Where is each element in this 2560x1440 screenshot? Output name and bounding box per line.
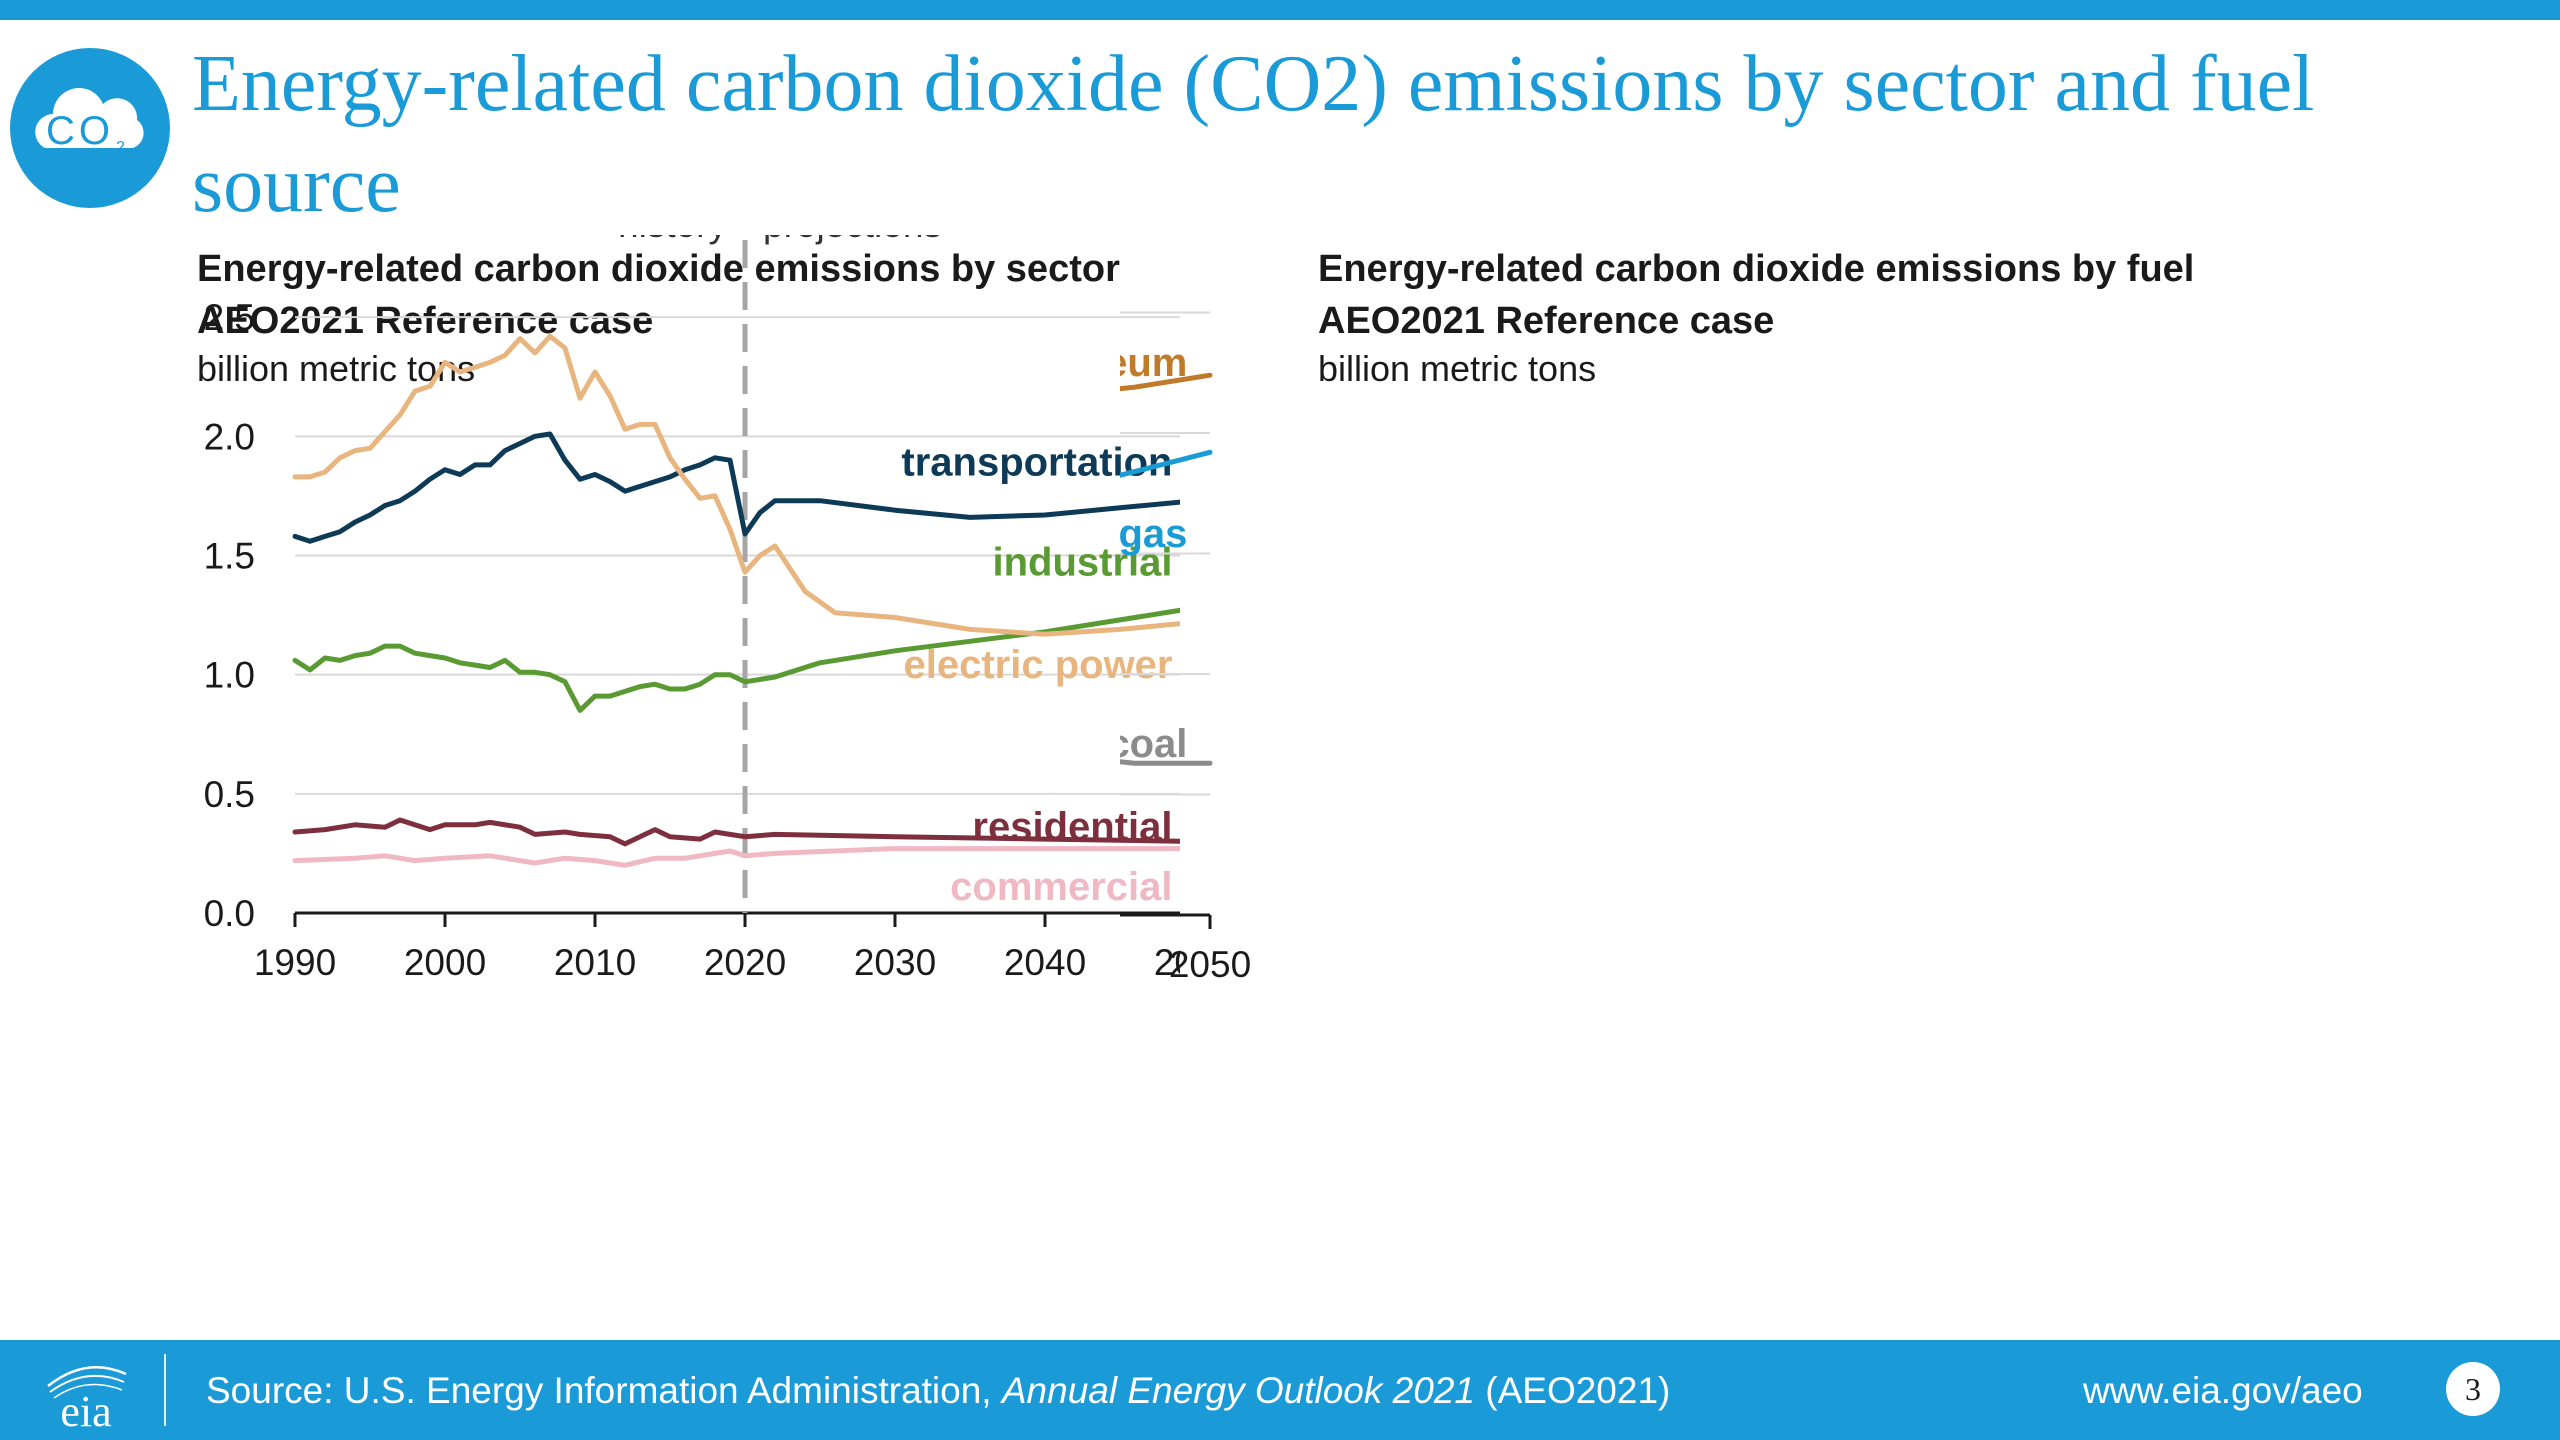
series-line-commercial [292, 846, 1180, 868]
series-label-electric-power: electric power [903, 643, 1172, 687]
series-label-industrial: industrial [992, 541, 1172, 585]
series-label-natural-gas: natural gas [1120, 512, 1187, 556]
fuel-emissions-chart: Energy-related carbon dioxide emissions … [1120, 235, 2300, 1245]
y-tick-label: 0.5 [204, 774, 255, 815]
plot-group: Energy-related carbon dioxide emissions … [197, 235, 1180, 983]
co2-logo-icon: CO 2 [10, 48, 170, 208]
eia-logo-icon: eia [47, 1366, 127, 1432]
series-line-natural-gas [1120, 449, 1213, 478]
footer-bar: eia Source: U.S. Energy Information Admi… [0, 1340, 2560, 1440]
source-prefix: Source: U.S. Energy Information Administ… [206, 1370, 1002, 1411]
page-number-badge: 3 [2446, 1362, 2500, 1416]
series-line-industrial [292, 607, 1180, 713]
fuel-chart-svg: Energy-related carbon dioxide emissions … [1120, 248, 2194, 985]
source-citation: Source: U.S. Energy Information Administ… [206, 1370, 1670, 1412]
y-tick-label: 2.5 [204, 297, 255, 338]
eia-logo-text: eia [60, 1387, 111, 1432]
x-tick-label: 2040 [1004, 942, 1086, 983]
y-tick-label: 1.5 [204, 536, 255, 577]
source-suffix: (AEO2021) [1474, 1370, 1671, 1411]
chart-subtitle: AEO2021 Reference case [1318, 300, 1774, 342]
chart-title: Energy-related carbon dioxide emissions … [197, 248, 1120, 290]
series-label-transportation: transportation [901, 441, 1172, 485]
series-line-transportation [292, 431, 1180, 544]
y-tick-label: 0.0 [204, 893, 255, 934]
logo-text: CO [46, 109, 114, 153]
x-tick-label: 2000 [404, 942, 486, 983]
logo-subscript: 2 [116, 139, 125, 156]
series-label-coal: coal [1120, 722, 1187, 766]
x-tick-label: 2050 [1154, 942, 1180, 983]
sector-emissions-chart: Energy-related carbon dioxide emissions … [0, 235, 1180, 1245]
page-title: Energy-related carbon dioxide (CO2) emis… [192, 40, 2315, 229]
y-axis-label: billion metric tons [197, 348, 475, 389]
x-tick-label: 2020 [704, 942, 786, 983]
footer-divider [164, 1354, 166, 1426]
plot-group: Energy-related carbon dioxide emissions … [1120, 248, 2194, 985]
y-tick-label: 2.0 [204, 416, 255, 457]
series-line-electric-power [292, 333, 1180, 637]
x-tick-label: 2010 [554, 942, 636, 983]
series-label-commercial: commercial [950, 865, 1172, 909]
y-axis-label: billion metric tons [1318, 348, 1596, 389]
footer-url-link[interactable]: www.eia.gov/aeo [2083, 1370, 2363, 1411]
y-tick-label: 1.0 [204, 655, 255, 696]
chart-title: Energy-related carbon dioxide emissions … [1318, 248, 2194, 290]
x-tick-label: 1990 [254, 942, 336, 983]
series-line-coal [1120, 759, 1213, 766]
series-line-residential [292, 817, 1180, 847]
source-report-title: Annual Energy Outlook 2021 [1001, 1370, 1475, 1411]
series-label-petroleum: petroleum [1120, 341, 1187, 385]
top-accent-bar [0, 0, 2560, 20]
sector-chart-svg: Energy-related carbon dioxide emissions … [197, 235, 1180, 983]
x-tick-label: 2030 [854, 942, 936, 983]
projections-label: projections [763, 235, 942, 245]
chart-subtitle: AEO2021 Reference case [197, 300, 653, 342]
x-tick-label: 2050 [1169, 944, 1251, 985]
series-label-residential: residential [972, 805, 1172, 849]
history-label: history [618, 235, 727, 245]
